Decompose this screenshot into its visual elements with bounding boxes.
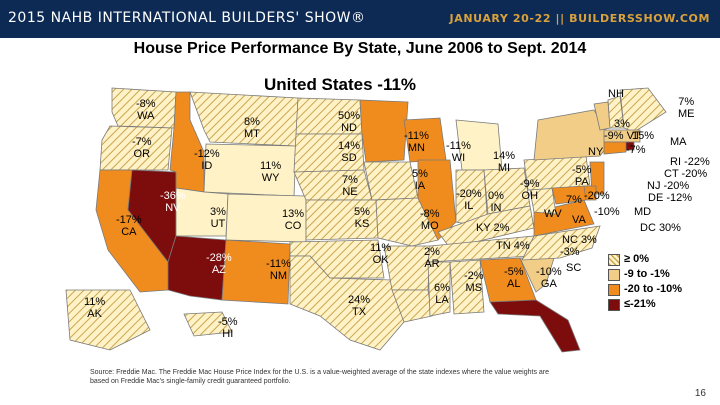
state-label-md_val: -20% xyxy=(584,190,610,202)
state-ak xyxy=(65,289,151,351)
state-label-co: 13% CO xyxy=(282,208,305,232)
state-label-ak: 11% AK xyxy=(84,296,106,320)
state-label-ky: KY 2% xyxy=(476,222,510,234)
state-label-fl: -31% FL xyxy=(574,306,600,330)
state-label-ia: 5% IA xyxy=(412,168,428,192)
state-mt xyxy=(189,91,299,147)
state-nc xyxy=(521,225,601,261)
state-label-de: DE -12% xyxy=(648,192,693,204)
event-dates: JANUARY 20-22 || BUILDERSSHOW.COM xyxy=(449,12,710,25)
state-label-ok: 11% OK xyxy=(370,242,392,266)
state-label-tn: TN 4% xyxy=(496,240,530,252)
state-label-mo: -8% MO xyxy=(420,208,440,232)
state-ia xyxy=(363,161,419,201)
state-label-sc: SC xyxy=(566,262,582,274)
state-ms xyxy=(427,261,451,317)
legend-label: ≤-21% xyxy=(624,298,656,310)
state-mn xyxy=(359,99,409,163)
page-number: 16 xyxy=(694,388,706,399)
state-ri xyxy=(625,141,635,151)
state-label-ut: 3% UT xyxy=(210,206,226,230)
state-label-ms: -2% MS xyxy=(464,270,484,294)
state-label-il: -20% IL xyxy=(456,188,482,212)
legend-swatch-moderate xyxy=(608,284,620,296)
legend-swatch-mild xyxy=(608,269,620,281)
state-label-mi: 14% MI xyxy=(493,150,516,174)
state-label-nm: -11% NM xyxy=(266,258,291,282)
state-ma xyxy=(603,129,641,143)
state-label-dc: DC 30% xyxy=(640,222,681,234)
state-md xyxy=(551,185,587,205)
legend-swatch-gain xyxy=(608,254,620,266)
state-ct xyxy=(603,141,627,155)
state-hi xyxy=(183,311,233,337)
state-label-ca: -17% CA xyxy=(116,214,142,238)
legend-label: ≥ 0% xyxy=(624,253,649,265)
state-al xyxy=(449,259,485,315)
state-label-va_val: -10% xyxy=(594,206,620,218)
state-label-nh_val: 3% xyxy=(614,118,630,130)
legend-label: -20 to -10% xyxy=(624,283,683,295)
state-fl xyxy=(489,299,581,353)
state-label-az: -28% AZ xyxy=(206,252,232,276)
state-label-or: -7% OR xyxy=(132,136,152,160)
state-label-sd: 14% SD xyxy=(338,140,361,164)
state-label-wv_val: 7% xyxy=(566,194,582,206)
state-label-nj: NJ -20% xyxy=(647,180,690,192)
state-ne xyxy=(293,169,373,201)
state-label-mt: 8% MT xyxy=(244,116,260,140)
map-title: United States -11% xyxy=(263,75,417,94)
state-label-ga: -10% GA xyxy=(536,266,562,290)
state-label-wy: 11% WY xyxy=(260,160,282,184)
state-label-nc: NC 3% xyxy=(562,234,597,246)
state-label-oh: -9% OH xyxy=(520,178,540,202)
event-name: 2015 NAHB INTERNATIONAL BUILDERS' SHOW® xyxy=(8,10,366,26)
state-label-la: 6% LA xyxy=(434,282,450,306)
state-label-me: 7% ME xyxy=(678,96,695,120)
legend-label: -9 to -1% xyxy=(624,268,670,280)
state-label-va: VA xyxy=(572,214,586,226)
state-label-vt: -9% VT xyxy=(604,130,641,142)
state-label-ct: CT -20% xyxy=(664,168,708,180)
state-label-tx: 24% TX xyxy=(348,294,371,318)
state-label-ks: 5% KS xyxy=(354,206,370,230)
state-label-ma: MA xyxy=(670,136,687,148)
state-label-nv: -36% NV xyxy=(160,190,186,214)
state-label-wv: WV xyxy=(544,208,562,220)
state-label-nd: 50% ND xyxy=(338,110,361,134)
state-label-wi: -11% WI xyxy=(446,140,471,164)
event-header-bar: 2015 NAHB INTERNATIONAL BUILDERS' SHOW® … xyxy=(0,0,720,38)
state-mo xyxy=(375,197,439,247)
state-label-ny: NY xyxy=(588,146,604,158)
state-label-in: 0% IN xyxy=(488,190,504,214)
state-label-pa: -5% PA xyxy=(572,164,592,188)
state-label-mn: -11% MN xyxy=(404,130,429,154)
state-label-al: -5% AL xyxy=(504,266,524,290)
state-label-sc_val: -3% xyxy=(560,246,580,258)
state-label-wa: -8% WA xyxy=(136,98,156,122)
state-label-ny_val: -7% xyxy=(626,144,646,156)
state-label-md: MD xyxy=(634,206,652,218)
state-label-hi: -5% HI xyxy=(218,316,238,340)
state-label-vt_val: 15% xyxy=(632,130,655,142)
source-note: Source: Freddie Mac. The Freddie Mac Hou… xyxy=(90,369,550,385)
state-label-ar: 2% AR xyxy=(424,246,440,270)
state-label-id: -12% ID xyxy=(194,148,220,172)
state-nm xyxy=(221,239,291,305)
slide-title: House Price Performance By State, June 2… xyxy=(133,40,587,57)
state-label-ne: 7% NE xyxy=(342,174,358,198)
state-label-nh: NH xyxy=(608,88,624,100)
state-me xyxy=(619,87,667,133)
state-tx xyxy=(289,255,405,351)
state-label-ri: RI -22% xyxy=(670,156,710,168)
legend-swatch-severe xyxy=(608,299,620,311)
